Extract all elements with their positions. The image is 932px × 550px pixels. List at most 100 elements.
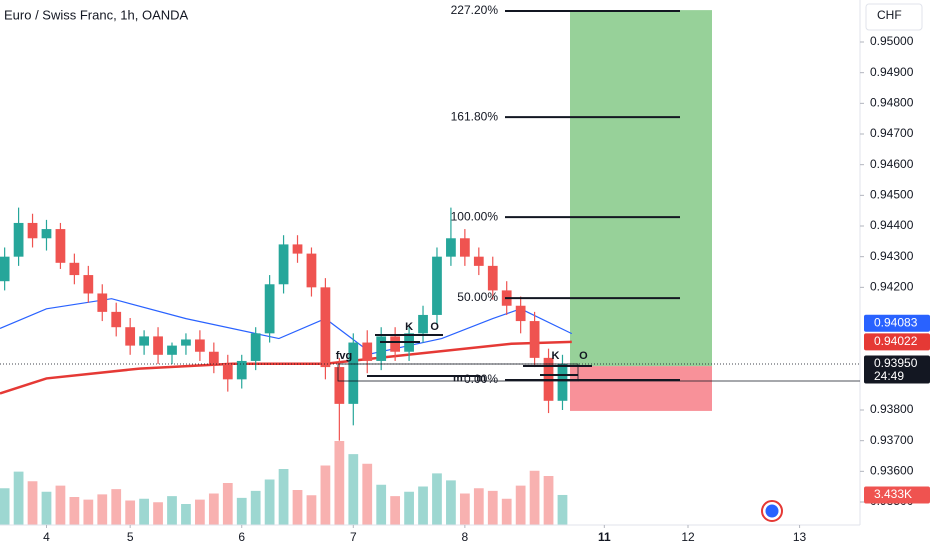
- candle-body: [362, 342, 373, 361]
- volume-bar: [55, 485, 66, 525]
- candle-body: [0, 256, 10, 282]
- annotation: O: [579, 350, 588, 362]
- volume-bar: [236, 497, 247, 525]
- volume-bar: [264, 479, 275, 525]
- x-tick-label: 5: [127, 530, 134, 544]
- volume-bar: [459, 493, 470, 525]
- price-label-box: [864, 333, 930, 351]
- price-label: 0.94022: [874, 334, 918, 348]
- candle-body: [41, 229, 52, 239]
- candle-body: [181, 339, 191, 346]
- x-tick-label: 13: [793, 530, 807, 544]
- y-tick-label: 0.95000: [870, 34, 914, 48]
- candle-body: [557, 364, 568, 401]
- candle-body: [139, 336, 149, 346]
- volume-bar: [320, 465, 331, 525]
- y-tick-label: 0.94200: [870, 280, 914, 294]
- candle-body: [446, 238, 456, 257]
- x-tick-label: 12: [681, 530, 695, 544]
- y-tick-label: 0.93800: [870, 402, 914, 416]
- candle-body: [13, 222, 24, 257]
- fib-label: 227.20%: [451, 3, 499, 17]
- volume-label: 3.433K: [874, 487, 912, 501]
- candle-body: [83, 275, 94, 294]
- fib-label: 50.00%: [457, 290, 498, 304]
- volume-bar: [250, 490, 261, 525]
- candle-body: [97, 293, 108, 312]
- countdown: 24:49: [874, 369, 904, 383]
- x-tick-label: 7: [350, 530, 357, 544]
- y-tick-label: 0.94700: [870, 126, 914, 140]
- annotation: fvg: [336, 350, 353, 362]
- candle-body: [418, 314, 428, 334]
- currency-button[interactable]: [865, 3, 923, 31]
- volume-bar: [557, 494, 568, 525]
- volume-bar: [501, 498, 512, 525]
- fvg-box: [337, 363, 579, 382]
- candle-body: [264, 284, 275, 334]
- candle-body: [306, 253, 317, 288]
- currency-label: CHF: [877, 8, 902, 22]
- moving-average: [0, 340, 572, 395]
- volume-bar: [515, 485, 526, 525]
- y-tick-label: 0.94300: [870, 249, 914, 263]
- volume-bar: [97, 494, 108, 525]
- annotation: K: [405, 321, 413, 333]
- volume-bar: [167, 496, 177, 525]
- y-tick-label: 0.93700: [870, 433, 914, 447]
- chart-title: Euro / Swiss Franc, 1h, OANDA: [4, 7, 189, 22]
- volume-bar: [432, 473, 442, 525]
- volume-bar: [195, 499, 205, 525]
- logo-core: [765, 504, 779, 518]
- candle-body: [55, 229, 66, 263]
- candle-body: [27, 222, 38, 239]
- logo: [761, 500, 783, 522]
- volume-bar: [69, 497, 80, 525]
- stop-zone: [570, 366, 712, 411]
- price-label-box: [864, 314, 930, 332]
- candle-body: [69, 262, 80, 276]
- annotation: m: [453, 372, 463, 384]
- candle-body: [459, 238, 470, 257]
- annotation: m: [476, 372, 486, 384]
- candle-body: [125, 327, 136, 346]
- candle-body: [376, 336, 387, 361]
- fib-label: 0.00%: [464, 372, 498, 386]
- volume-bar: [418, 486, 428, 525]
- candle-body: [250, 333, 261, 361]
- volume-bar: [139, 498, 149, 525]
- candle-body: [529, 321, 540, 358]
- volume-bar: [529, 470, 540, 525]
- volume-bar: [487, 490, 498, 525]
- candle-body: [487, 265, 498, 291]
- volume-bar: [473, 488, 484, 525]
- candle-body: [292, 244, 303, 254]
- candle-body: [195, 339, 205, 352]
- drawings: [367, 334, 592, 377]
- volume-bar: [362, 463, 373, 525]
- y-tick-label: 0.94500: [870, 188, 914, 202]
- volume-bar: [153, 502, 163, 525]
- x-tick-label: 6: [238, 530, 245, 544]
- x-tick-label: 4: [43, 530, 50, 544]
- candle-body: [236, 360, 247, 380]
- candle-body: [390, 336, 401, 352]
- volume-bar: [278, 469, 289, 525]
- candle-body: [473, 256, 484, 266]
- candle-body: [278, 244, 289, 285]
- price-label: 0.93950: [874, 356, 918, 370]
- volume-bar: [390, 496, 401, 525]
- volume-bar: [83, 499, 94, 525]
- volume-bar: [13, 471, 24, 525]
- candle-body: [153, 336, 163, 355]
- y-tick-label: 0.94900: [870, 65, 914, 79]
- volume-bar: [334, 441, 345, 525]
- volume-label-box: [864, 486, 930, 504]
- price-label-box: [864, 355, 930, 384]
- volume-bar: [292, 490, 303, 525]
- volume-bar: [348, 454, 359, 525]
- volume-bar: [181, 504, 191, 525]
- candle-body: [208, 351, 219, 365]
